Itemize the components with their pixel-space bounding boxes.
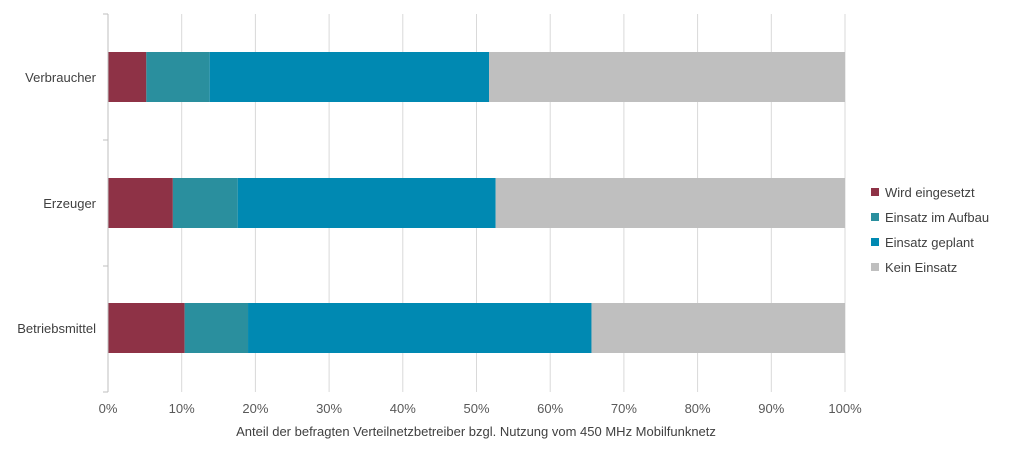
legend: Wird eingesetzt Einsatz im Aufbau Einsatz … <box>871 185 989 275</box>
x-tick-label: 20% <box>242 401 268 416</box>
bar-segment <box>108 178 173 228</box>
legend-swatch <box>871 188 879 196</box>
legend-label: Kein Einsatz <box>885 260 957 275</box>
bar-segment <box>495 178 845 228</box>
bar-segment <box>146 52 210 102</box>
x-tick-label: 100% <box>828 401 862 416</box>
x-tick-label: 0% <box>99 401 118 416</box>
bar-segment <box>184 303 249 353</box>
bar-segment <box>209 52 490 102</box>
bar-segment <box>172 178 238 228</box>
legend-label: Wird eingesetzt <box>885 185 975 200</box>
category-label: Betriebsmittel <box>17 321 96 336</box>
bar-segment <box>237 178 496 228</box>
bar-segment <box>591 303 845 353</box>
legend-label: Einsatz geplant <box>885 235 974 250</box>
bar-segment <box>108 303 185 353</box>
x-tick-label: 40% <box>390 401 416 416</box>
axes: 0% 10% 20% 30% 40% 50% 60% 70% 80% 90% 100% Verbrau… <box>17 13 862 416</box>
category-label: Erzeuger <box>43 196 96 211</box>
x-tick-label: 50% <box>463 401 489 416</box>
x-axis-title: Anteil der befragten Verteilnetzbetreibe… <box>236 424 716 439</box>
bar-segment <box>108 52 147 102</box>
x-tick-label: 60% <box>537 401 563 416</box>
legend-swatch <box>871 238 879 246</box>
bar-segment <box>489 52 845 102</box>
x-tick-label: 70% <box>611 401 637 416</box>
x-tick-label: 10% <box>169 401 195 416</box>
legend-swatch <box>871 263 879 271</box>
bar-segment <box>248 303 592 353</box>
legend-label: Einsatz im Aufbau <box>885 210 989 225</box>
x-tick-label: 80% <box>685 401 711 416</box>
bars <box>108 52 845 353</box>
x-tick-label: 30% <box>316 401 342 416</box>
category-label: Verbraucher <box>25 70 96 85</box>
x-tick-label: 90% <box>758 401 784 416</box>
legend-swatch <box>871 213 879 221</box>
